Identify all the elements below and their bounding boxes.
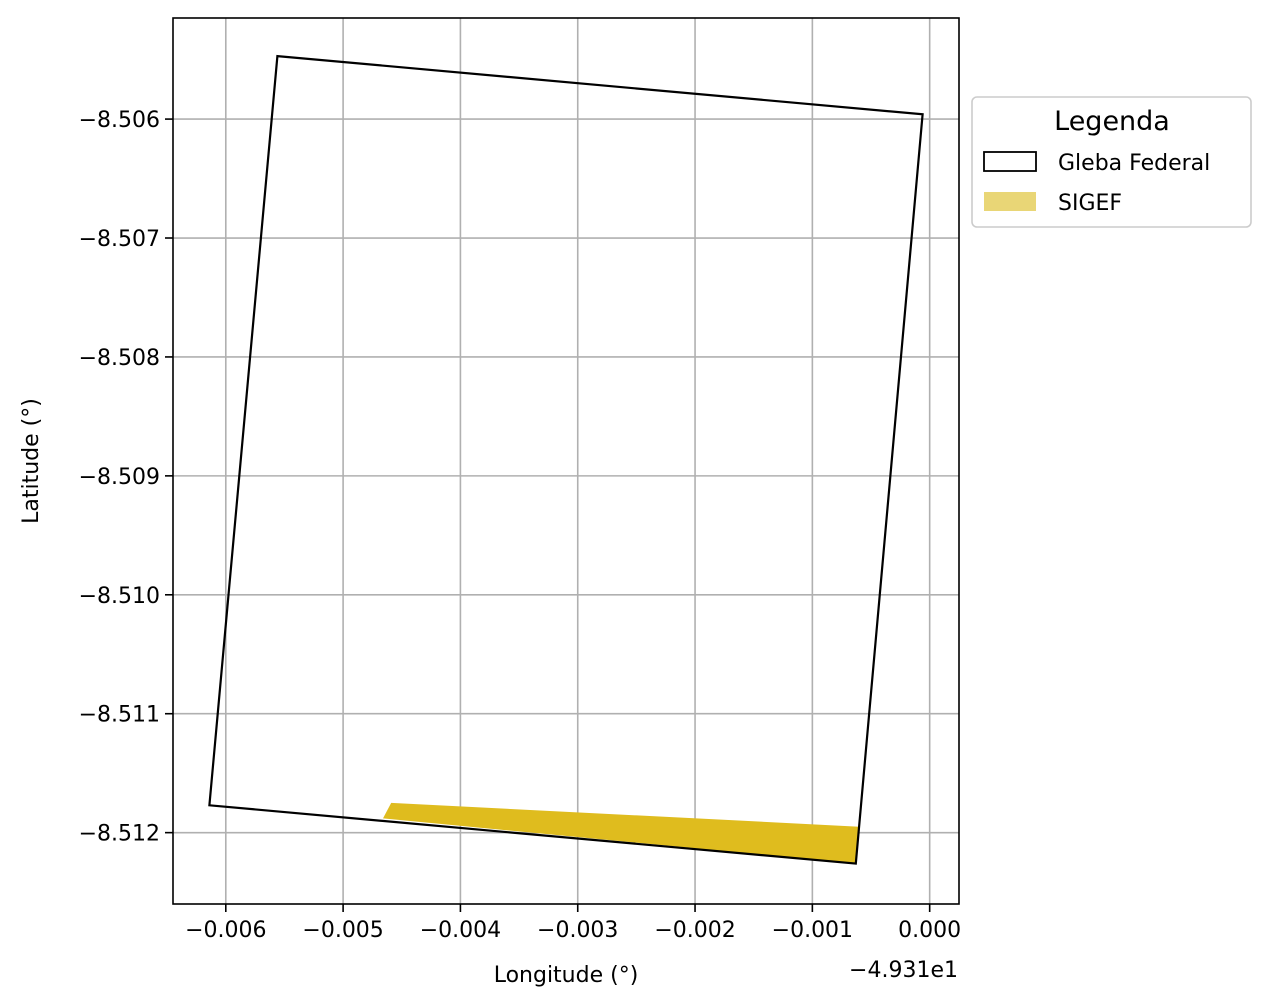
- x-tick-label-4: −0.002: [654, 918, 735, 943]
- plot-frame: [172, 17, 960, 905]
- series-layer: [208, 54, 924, 865]
- y-tick-label-4: −8.510: [79, 584, 160, 609]
- x-axis: −0.006 −0.005 −0.004 −0.003 −0.002 −0.001 0.00…: [185, 904, 961, 943]
- polygon-sigef: [383, 802, 860, 864]
- x-tick-label-2: −0.004: [420, 918, 501, 943]
- x-offset-label: −4.931e1: [849, 958, 958, 983]
- plot-area: [173, 18, 959, 904]
- legend-label-sigef: SIGEF: [1058, 191, 1122, 216]
- legend-label-gleba-federal: Gleba Federal: [1058, 151, 1210, 176]
- x-axis-label: Longitude (°): [494, 963, 639, 988]
- x-tick-label-0: −0.006: [185, 918, 266, 943]
- y-tick-label-1: −8.507: [79, 227, 160, 252]
- y-tick-label-6: −8.512: [79, 822, 160, 847]
- y-axis: −8.506 −8.507 −8.508 −8.509 −8.510 −8.511 −8.5…: [79, 108, 173, 847]
- y-tick-label-0: −8.506: [79, 108, 160, 133]
- x-tick-label-1: −0.005: [302, 918, 383, 943]
- x-tick-label-6: 0.000: [898, 918, 961, 943]
- legend-swatch-gleba-federal: [983, 151, 1037, 172]
- legend: Legenda Gleba Federal SIGEF: [971, 96, 1252, 228]
- legend-title: Legenda: [1054, 106, 1170, 137]
- polygon-gleba-federal: [208, 54, 924, 865]
- x-tick-label-3: −0.003: [537, 918, 618, 943]
- y-tick-label-3: −8.509: [79, 465, 160, 490]
- legend-swatch-sigef: [984, 192, 1036, 211]
- legend-box: [971, 96, 1252, 228]
- y-tick-label-2: −8.508: [79, 346, 160, 371]
- y-axis-label: Latitude (°): [19, 398, 44, 524]
- y-tick-label-5: −8.511: [79, 703, 160, 728]
- x-tick-label-5: −0.001: [772, 918, 853, 943]
